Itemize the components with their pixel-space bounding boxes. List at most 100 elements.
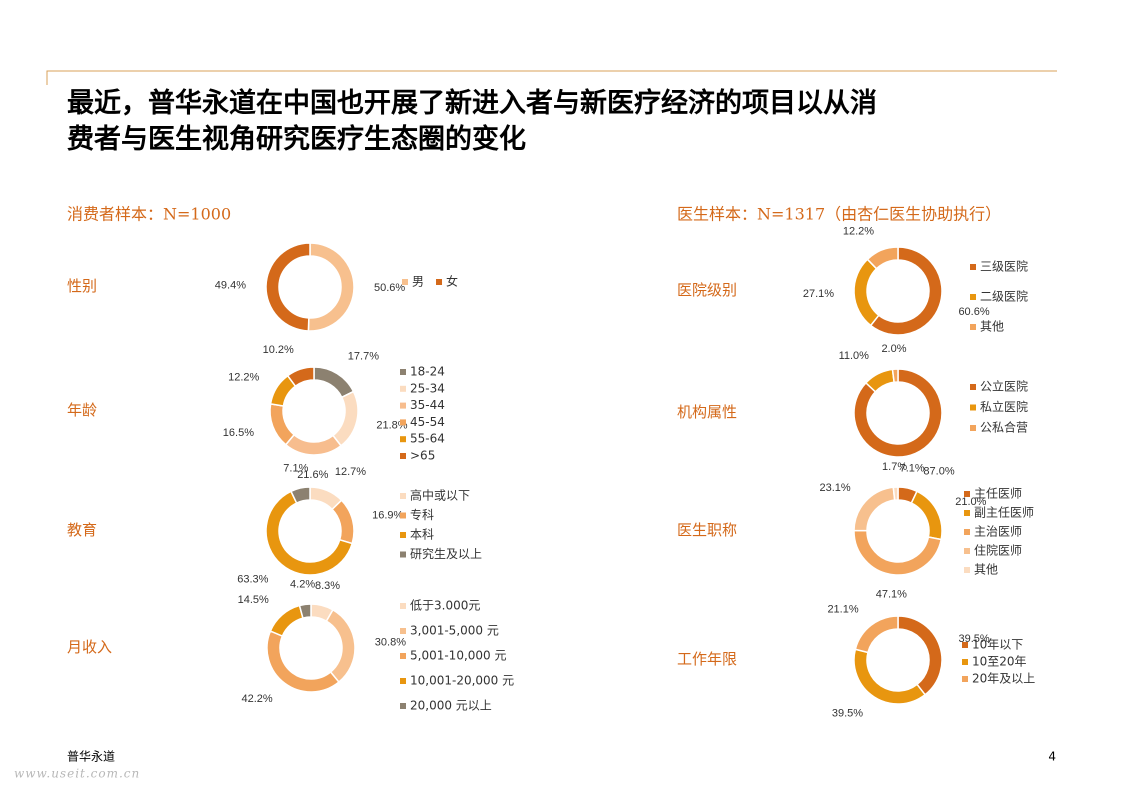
legend-swatch	[964, 491, 970, 497]
row-label: 医院级别	[677, 281, 737, 299]
legend-label: 三级医院	[980, 260, 1028, 274]
legend-swatch	[402, 279, 408, 285]
legend-swatch	[400, 453, 406, 459]
value-label: 1.7%	[882, 461, 907, 473]
legend-swatch	[400, 369, 406, 375]
donut-segment	[313, 366, 355, 399]
legend-label: 20,000 元以上	[410, 699, 492, 713]
page-number: 4	[1048, 750, 1056, 764]
legend-label: 其他	[980, 320, 1004, 334]
value-label: 27.1%	[803, 288, 834, 300]
donut-segment	[307, 242, 355, 332]
value-label: 63.3%	[237, 574, 268, 586]
legend-swatch	[400, 385, 406, 392]
legend-swatch	[964, 529, 970, 535]
legend-label: >65	[410, 449, 435, 463]
value-label: 4.2%	[290, 578, 315, 590]
value-label: 42.2%	[242, 693, 273, 705]
donut-segment	[869, 246, 943, 336]
value-label: 50.6%	[374, 282, 405, 294]
legend-swatch	[964, 510, 970, 516]
value-label: 87.0%	[923, 466, 954, 478]
legend-swatch	[970, 384, 976, 390]
donut-segment	[286, 366, 315, 388]
donut-segment	[892, 486, 899, 502]
legend-swatch	[970, 404, 976, 411]
legend-label: 35-44	[410, 398, 445, 412]
legend-swatch	[400, 678, 406, 684]
legend-label: 女	[446, 274, 458, 289]
value-label: 47.1%	[876, 589, 907, 601]
value-label: 12.2%	[843, 226, 874, 238]
value-label: 21.1%	[827, 603, 858, 615]
section-heading: 医生样本：N=1317（由杏仁医生协助执行）	[677, 205, 1001, 224]
watermark: www.useit.com.cn	[14, 767, 140, 781]
donut-segment	[284, 433, 343, 456]
value-label: 16.5%	[223, 427, 254, 439]
value-label: 60.6%	[958, 306, 989, 318]
value-label: 12.7%	[335, 466, 366, 478]
value-label: 49.4%	[215, 280, 246, 292]
legend-swatch	[400, 419, 406, 426]
legend-label: 私立医院	[980, 399, 1028, 414]
row-label: 年龄	[67, 401, 97, 419]
legend-label: 10,001-20,000 元	[410, 674, 514, 688]
value-label: 14.5%	[238, 594, 269, 606]
value-label: 12.2%	[228, 372, 259, 384]
donut-segment	[853, 258, 880, 327]
legend-swatch	[400, 436, 406, 443]
value-label: 21.8%	[376, 419, 407, 431]
donut-segment	[266, 630, 340, 693]
donut-segment	[331, 499, 355, 545]
value-label: 21.6%	[297, 469, 328, 481]
legend-label: 公立医院	[980, 379, 1028, 394]
legend-swatch	[970, 294, 976, 300]
donut-segment	[269, 604, 304, 638]
legend-label: 其他	[974, 563, 998, 577]
header-rule	[46, 70, 1057, 85]
legend-label: 公私合营	[980, 420, 1028, 435]
value-label: 30.8%	[375, 637, 406, 649]
legend-label: 住院医师	[974, 544, 1022, 558]
donut-segment	[910, 490, 943, 541]
donut-segment	[866, 246, 899, 270]
legend-swatch	[964, 567, 970, 573]
legend-label: 副主任医师	[974, 506, 1034, 520]
value-label: 7.1%	[900, 462, 925, 474]
legend-swatch	[400, 493, 406, 499]
legend-swatch	[962, 676, 968, 682]
legend-label: 低于3.000元	[410, 599, 480, 613]
value-label: 7.1%	[283, 462, 308, 474]
legend-swatch	[400, 532, 406, 538]
legend-label: 研究生及以上	[410, 546, 482, 561]
donut-segment	[265, 490, 354, 576]
legend-swatch	[962, 642, 968, 648]
legend-swatch	[400, 703, 406, 709]
donut-segment	[897, 615, 943, 696]
legend-swatch	[400, 512, 406, 519]
value-label: 11.0%	[839, 350, 870, 362]
title-line: 最近，普华永道在中国也开展了新进入者与新医疗经济的项目以从消	[67, 87, 877, 119]
legend-label: 主治医师	[974, 525, 1022, 539]
donut-segment	[891, 368, 899, 384]
legend-swatch	[970, 264, 976, 270]
legend-swatch	[962, 659, 968, 665]
value-label: 39.5%	[832, 708, 863, 720]
donut-segment	[298, 603, 312, 619]
legend-swatch	[436, 279, 443, 285]
legend-label: 主任医师	[974, 487, 1022, 501]
row-label: 性别	[67, 277, 97, 295]
legend-swatch	[970, 324, 976, 330]
legend-swatch	[400, 551, 406, 558]
value-label: 21.0%	[955, 496, 986, 508]
section-heading: 消费者样本：N=1000	[67, 205, 231, 224]
donut-segment	[265, 242, 311, 332]
legend-label: 高中或以下	[410, 488, 470, 503]
legend-label: 5,001-10,000 元	[410, 649, 507, 663]
value-label: 17.7%	[348, 351, 379, 363]
legend-label: 3,001-5,000 元	[410, 624, 499, 638]
value-label: 16.9%	[372, 510, 403, 522]
donut-segment	[853, 529, 943, 576]
row-label: 月收入	[67, 638, 112, 656]
legend-swatch	[400, 628, 406, 634]
